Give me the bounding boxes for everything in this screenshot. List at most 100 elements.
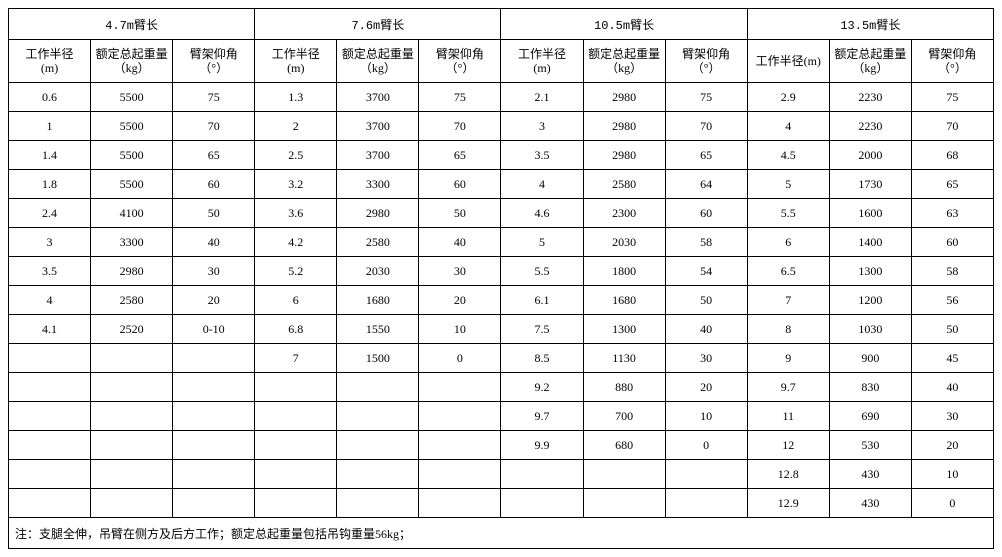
- footnote-row: 注：支腿全伸，吊臂在侧方及后方工作；额定总起重量包括吊钩重量56kg；: [9, 518, 994, 549]
- table-cell: [419, 402, 501, 431]
- table-cell: 1730: [829, 170, 911, 199]
- table-cell: [583, 460, 665, 489]
- table-cell: 880: [583, 373, 665, 402]
- table-row: 2.44100503.62980504.62300605.5160063: [9, 199, 994, 228]
- table-cell: 75: [665, 83, 747, 112]
- table-row: 12.94300: [9, 489, 994, 518]
- table-cell: 1200: [829, 286, 911, 315]
- table-cell: 6.1: [501, 286, 583, 315]
- table-cell: 4: [501, 170, 583, 199]
- table-cell: 7: [747, 286, 829, 315]
- table-row: 33300404.225804052030586140060: [9, 228, 994, 257]
- table-cell: 1800: [583, 257, 665, 286]
- table-cell: 30: [911, 402, 993, 431]
- table-cell: 9.2: [501, 373, 583, 402]
- table-cell: 6: [255, 286, 337, 315]
- table-cell: 12: [747, 431, 829, 460]
- col-radius-4: 工作半径(m): [747, 40, 829, 83]
- table-cell: 700: [583, 402, 665, 431]
- table-cell: 9: [747, 344, 829, 373]
- table-cell: 0: [419, 344, 501, 373]
- table-cell: 3.5: [501, 141, 583, 170]
- table-cell: 1: [9, 112, 91, 141]
- table-cell: 1680: [583, 286, 665, 315]
- table-cell: 2980: [91, 257, 173, 286]
- table-cell: 6.8: [255, 315, 337, 344]
- col-capacity-2: 额定总起重量（kg）: [337, 40, 419, 83]
- table-cell: 68: [911, 141, 993, 170]
- table-cell: 56: [911, 286, 993, 315]
- table-cell: 60: [173, 170, 255, 199]
- table-cell: 20: [911, 431, 993, 460]
- table-cell: 5500: [91, 170, 173, 199]
- table-cell: 58: [665, 228, 747, 257]
- col-radius-2: 工作半径(m): [255, 40, 337, 83]
- table-cell: [255, 489, 337, 518]
- crane-load-table: 4.7m臂长 7.6m臂长 10.5m臂长 13.5m臂长 工作半径(m) 额定…: [8, 8, 994, 549]
- table-cell: 5: [501, 228, 583, 257]
- table-cell: 70: [665, 112, 747, 141]
- table-cell: 1300: [829, 257, 911, 286]
- table-cell: 1600: [829, 199, 911, 228]
- table-cell: [173, 402, 255, 431]
- table-cell: [337, 431, 419, 460]
- table-cell: 11: [747, 402, 829, 431]
- table-cell: 3: [9, 228, 91, 257]
- table-cell: 2980: [583, 141, 665, 170]
- table-cell: 5500: [91, 141, 173, 170]
- table-cell: 40: [173, 228, 255, 257]
- group-header-3: 10.5m臂长: [501, 9, 747, 40]
- table-cell: 7.5: [501, 315, 583, 344]
- table-cell: 70: [419, 112, 501, 141]
- table-cell: 690: [829, 402, 911, 431]
- table-cell: 680: [583, 431, 665, 460]
- table-cell: [419, 460, 501, 489]
- table-cell: 20: [665, 373, 747, 402]
- group-header-2: 7.6m臂长: [255, 9, 501, 40]
- table-cell: 63: [911, 199, 993, 228]
- table-cell: 4.6: [501, 199, 583, 228]
- table-cell: [91, 344, 173, 373]
- table-cell: 20: [173, 286, 255, 315]
- table-cell: 2.4: [9, 199, 91, 228]
- table-cell: 3700: [337, 112, 419, 141]
- table-cell: 64: [665, 170, 747, 199]
- table-cell: [665, 460, 747, 489]
- table-cell: 2030: [583, 228, 665, 257]
- table-cell: 30: [665, 344, 747, 373]
- col-radius-3: 工作半径(m): [501, 40, 583, 83]
- table-row: 9.968001253020: [9, 431, 994, 460]
- table-cell: [419, 373, 501, 402]
- col-angle-2: 臂架仰角（°）: [419, 40, 501, 83]
- table-cell: 1130: [583, 344, 665, 373]
- table-cell: 65: [419, 141, 501, 170]
- table-cell: [255, 402, 337, 431]
- table-cell: [9, 489, 91, 518]
- table-cell: 0: [665, 431, 747, 460]
- table-cell: 4.5: [747, 141, 829, 170]
- table-cell: 40: [911, 373, 993, 402]
- table-row: 12.843010: [9, 460, 994, 489]
- table-row: 1.85500603.233006042580645173065: [9, 170, 994, 199]
- table-cell: 2230: [829, 83, 911, 112]
- table-cell: 8: [747, 315, 829, 344]
- table-cell: 5.5: [501, 257, 583, 286]
- table-cell: 4.2: [255, 228, 337, 257]
- table-cell: 6.5: [747, 257, 829, 286]
- table-cell: 1.3: [255, 83, 337, 112]
- table-cell: 2.9: [747, 83, 829, 112]
- table-cell: [173, 489, 255, 518]
- table-cell: 1680: [337, 286, 419, 315]
- table-cell: 2980: [583, 112, 665, 141]
- table-cell: [91, 489, 173, 518]
- table-cell: 2.1: [501, 83, 583, 112]
- table-cell: 830: [829, 373, 911, 402]
- table-cell: 40: [419, 228, 501, 257]
- table-cell: 10: [911, 460, 993, 489]
- table-row: 9.2880209.783040: [9, 373, 994, 402]
- col-angle-1: 臂架仰角（°）: [173, 40, 255, 83]
- table-cell: 5: [747, 170, 829, 199]
- table-body: 0.65500751.33700752.12980752.92230751550…: [9, 83, 994, 518]
- table-cell: 75: [173, 83, 255, 112]
- table-cell: 75: [419, 83, 501, 112]
